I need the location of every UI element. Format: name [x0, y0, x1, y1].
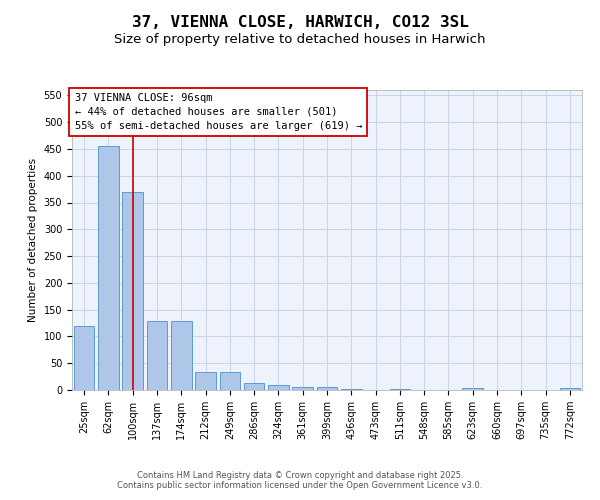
Bar	[341, 389, 362, 390]
Bar	[292, 387, 313, 390]
Bar	[146, 322, 167, 390]
Bar	[98, 146, 119, 390]
Bar	[244, 383, 265, 390]
Bar	[389, 389, 410, 390]
Text: Size of property relative to detached houses in Harwich: Size of property relative to detached ho…	[114, 32, 486, 46]
Text: Contains HM Land Registry data © Crown copyright and database right 2025.
Contai: Contains HM Land Registry data © Crown c…	[118, 470, 482, 490]
Bar	[317, 388, 337, 390]
Bar	[122, 192, 143, 390]
Bar	[74, 326, 94, 390]
Bar	[171, 322, 191, 390]
Bar	[220, 372, 240, 390]
Bar	[463, 388, 483, 390]
Text: 37, VIENNA CLOSE, HARWICH, CO12 3SL: 37, VIENNA CLOSE, HARWICH, CO12 3SL	[131, 15, 469, 30]
Y-axis label: Number of detached properties: Number of detached properties	[28, 158, 38, 322]
Bar	[560, 388, 580, 390]
Bar	[268, 385, 289, 390]
Text: 37 VIENNA CLOSE: 96sqm
← 44% of detached houses are smaller (501)
55% of semi-de: 37 VIENNA CLOSE: 96sqm ← 44% of detached…	[74, 93, 362, 131]
Bar	[195, 372, 216, 390]
